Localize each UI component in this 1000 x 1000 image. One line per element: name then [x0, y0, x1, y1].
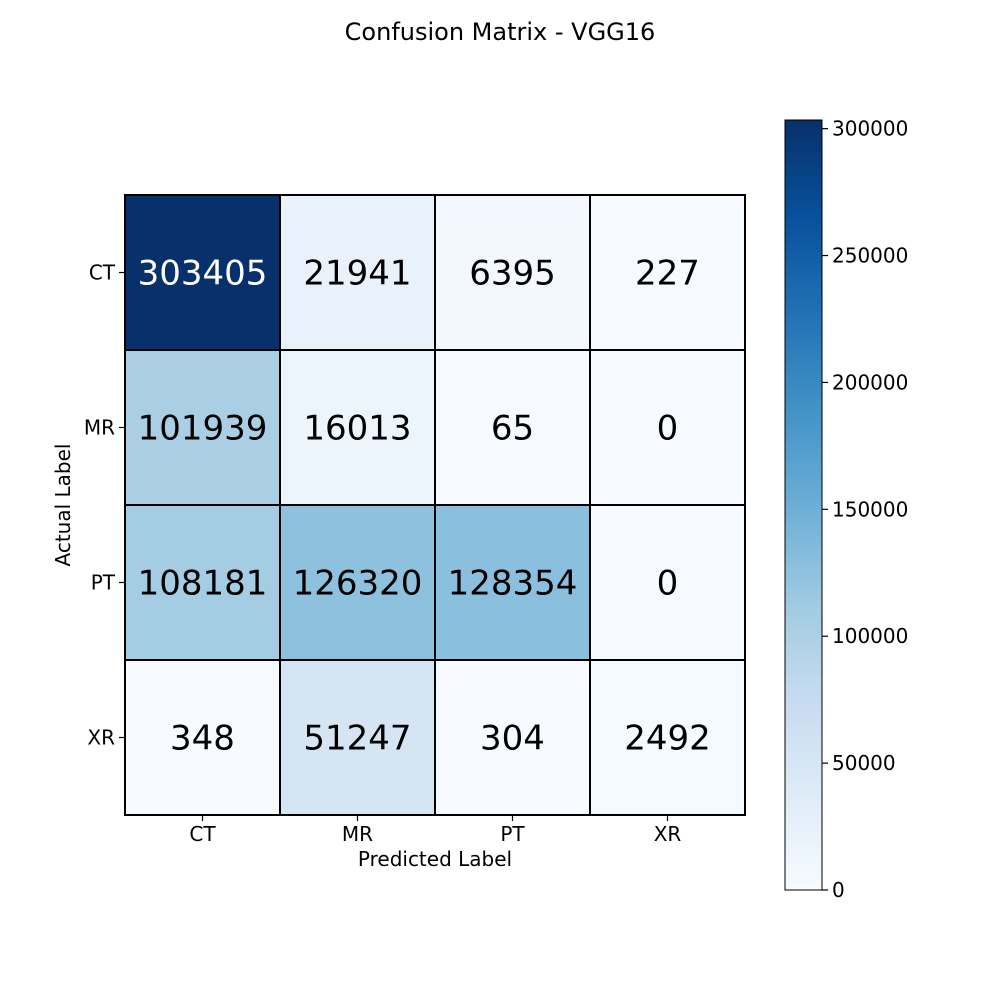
y-axis-label: Actual Label: [51, 444, 75, 567]
colorbar-tick-label: 300000: [832, 117, 908, 141]
colorbar-tick-label: 100000: [832, 624, 908, 648]
heatmap-cell: [279, 194, 436, 351]
heatmap-cell: [279, 504, 436, 661]
y-tick-label: XR: [87, 726, 115, 750]
cell-value-label: 303405: [138, 254, 268, 294]
colorbar-tick-label: 250000: [832, 244, 908, 268]
heatmap-cell: [124, 349, 281, 506]
heatmap-cell: [124, 659, 281, 816]
colorbar-gradient: [784, 119, 823, 891]
heatmap-cell: [124, 194, 281, 351]
cell-value-label: 128354: [448, 564, 578, 604]
cell-value-label: 304: [480, 719, 545, 759]
heatmap-cell: [279, 349, 436, 506]
colorbar-tick-label: 50000: [832, 751, 896, 775]
x-tick-label: MR: [342, 822, 373, 846]
cell-value-label: 6395: [469, 254, 556, 294]
cell-value-label: 0: [657, 564, 679, 604]
y-axis-ticks: CT MR PT XR: [84, 261, 125, 750]
y-tick-label: CT: [89, 261, 116, 285]
cell-value-label: 2492: [624, 719, 711, 759]
heatmap-cell: [589, 504, 746, 661]
colorbar-tick-label: 200000: [832, 370, 908, 394]
x-axis-label: Predicted Label: [358, 847, 512, 871]
cell-value-label: 21941: [303, 254, 411, 294]
heatmap-cell: [589, 659, 746, 816]
heatmap-cell: [434, 194, 591, 351]
heatmap-cell: [589, 349, 746, 506]
colorbar-tick-label: 150000: [832, 497, 908, 521]
colorbar-tick-label: 0: [832, 878, 845, 902]
heatmap-cell: [589, 194, 746, 351]
heatmap-cells: 303405 21941 6395 227 101939 16013 65 0 108181 12…: [124, 194, 746, 816]
x-tick-label: CT: [189, 822, 216, 846]
cell-value-label: 0: [657, 409, 679, 449]
cell-value-label: 348: [170, 719, 235, 759]
heatmap-cell: [279, 659, 436, 816]
y-tick-label: PT: [91, 571, 116, 595]
cell-value-label: 51247: [303, 719, 411, 759]
x-tick-label: XR: [654, 822, 682, 846]
colorbar: 0 50000 100000 150000 200000 250000 300000: [784, 117, 908, 902]
cell-value-label: 16013: [303, 409, 411, 449]
x-tick-label: PT: [500, 822, 525, 846]
y-tick-label: MR: [84, 416, 115, 440]
cell-value-label: 65: [491, 409, 534, 449]
cell-value-label: 126320: [293, 564, 423, 604]
x-axis-ticks: CT MR PT XR: [189, 815, 681, 846]
chart-title: Confusion Matrix - VGG16: [345, 18, 656, 46]
cell-value-label: 101939: [138, 409, 268, 449]
cell-value-label: 108181: [138, 564, 268, 604]
cell-value-label: 227: [635, 254, 700, 294]
